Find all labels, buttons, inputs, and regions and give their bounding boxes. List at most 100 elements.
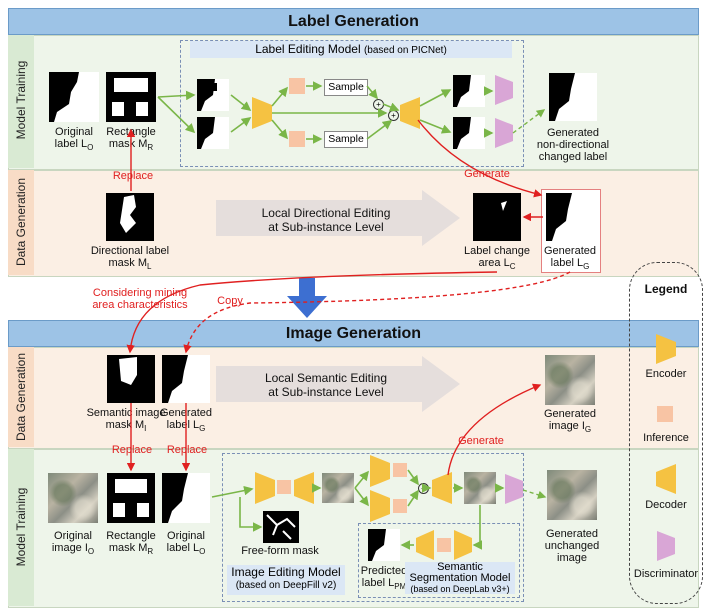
top-model-training-side <box>8 35 34 168</box>
legend-inference-label: Inference <box>643 432 689 444</box>
rectangle-mask-line2-text: mask M <box>108 138 148 150</box>
rect-mask-bottom-line1: Rectangle <box>106 530 156 542</box>
label-change-line2-text: area L <box>478 257 510 269</box>
image-encoder-icon <box>255 472 275 504</box>
original-label-line2-text: label L <box>54 138 88 150</box>
legend-discriminator-icon <box>657 531 675 561</box>
image-editing-line2: (based on DeepFill v2) <box>235 580 337 591</box>
original-label-bottom-caption: Original label LO <box>156 530 216 556</box>
predicted-line2-sub: PM <box>394 582 407 592</box>
sample-box-top: Sample <box>324 79 368 96</box>
semantic-mask-line1: Semantic image <box>86 407 166 419</box>
original-image-caption: Original image IO <box>43 530 103 556</box>
generated-label-image-bottom <box>162 355 210 403</box>
original-label-image <box>49 72 99 122</box>
generated-label-top-line1: Generated <box>544 245 596 257</box>
rect-mask-bottom-line2: mask MR <box>100 542 162 556</box>
image-editing-model-box <box>222 453 524 602</box>
blue-down-arrow <box>287 278 327 318</box>
masked-label-bottom <box>197 117 229 149</box>
semantic-image-mask-caption: Semantic image mask MI <box>76 407 176 433</box>
generated-image-line2-sub: G <box>584 425 592 435</box>
label-change-line2: area LC <box>457 257 537 271</box>
predicted-line2: label LPM <box>357 577 411 591</box>
image-inference-top <box>393 463 407 477</box>
local-semantic-arrow <box>216 356 460 412</box>
original-label-bottom <box>162 473 210 523</box>
generated-unchanged-caption: Generated unchanged image <box>535 528 609 564</box>
generated-unchanged-line2: unchanged <box>544 540 600 552</box>
label-change-area-caption: Label change area LC <box>457 245 537 271</box>
local-semantic-line1: Local Semantic Editing <box>264 371 388 385</box>
label-inference-icon-1 <box>289 78 305 94</box>
semantic-mask-line2: mask MI <box>76 419 176 433</box>
original-label-line2-sub: O <box>87 143 94 153</box>
generate-label-bottom: Generate <box>458 435 504 447</box>
refined-output-image <box>464 472 496 504</box>
semantic-mask-line2-sub: I <box>144 424 147 434</box>
directional-label-mask-image <box>106 193 154 241</box>
original-label-caption: Original label LO <box>44 126 104 152</box>
image-generation-banner: Image Generation <box>8 320 699 347</box>
original-label-shape <box>54 72 99 122</box>
image-encoder-top <box>370 455 390 487</box>
rect-mask-bottom-line2-text: mask M <box>108 542 148 554</box>
replace-label-bottom-2: Replace <box>166 444 208 456</box>
seg-decoder-icon <box>454 530 472 560</box>
original-image-line2: image IO <box>43 542 103 556</box>
label-encoder-icon <box>252 97 272 129</box>
considering-line1: Considering mining <box>92 287 188 299</box>
masked-label-top <box>197 79 229 111</box>
copy-label: Copy <box>217 295 243 307</box>
label-generation-banner: Label Generation <box>8 8 699 35</box>
seg-line1: Semantic <box>437 561 483 573</box>
original-image-io <box>48 473 98 523</box>
original-label-line2: label LO <box>44 138 104 152</box>
semantic-image-mask <box>107 355 155 403</box>
seg-inference-icon <box>437 538 451 552</box>
generated-nondirectional-line1: Generated <box>547 127 599 139</box>
legend-decoder-label: Decoder <box>645 499 687 511</box>
generated-label-top-line2-sub: G <box>583 262 590 272</box>
original-image-line1: Original <box>54 530 92 542</box>
rectangle-mask-image <box>106 72 156 122</box>
label-editing-model-box <box>180 40 524 167</box>
directional-line2: mask ML <box>80 257 180 271</box>
considering-label: Considering mining area characteristics <box>80 287 200 311</box>
image-decoder-icon <box>294 472 314 504</box>
rectangle-mask-line2: mask MR <box>100 138 162 152</box>
replace-label-bottom-1: Replace <box>111 444 153 456</box>
image-decoder-right <box>432 472 452 504</box>
label-output-top <box>453 75 485 107</box>
legend-encoder-label: Encoder <box>645 368 687 380</box>
seg-encoder-icon <box>416 530 434 560</box>
replace-label-top: Replace <box>112 170 154 182</box>
predicted-label-caption: Predicted label LPM <box>357 565 411 591</box>
generated-unchanged-line1: Generated <box>546 528 598 540</box>
seg-line2: Segmentation Model <box>409 572 511 584</box>
generated-unchanged-line3: image <box>557 552 587 564</box>
local-directional-line1: Local Directional Editing <box>261 206 391 220</box>
legend-inference-icon <box>657 406 673 422</box>
directional-label-mask-caption: Directional label mask ML <box>80 245 180 271</box>
label-editing-model-note: (based on PICNet) <box>363 45 447 56</box>
orig-label-bottom-line2-text: label L <box>166 542 200 554</box>
orig-label-bottom-line2-sub: O <box>199 547 206 557</box>
free-form-mask-image <box>263 511 299 543</box>
coarse-output-image <box>322 473 354 503</box>
legend-discriminator-label: Discriminator <box>633 568 699 580</box>
original-label-line1: Original <box>55 126 93 138</box>
considering-line2: area characteristics <box>92 299 188 311</box>
rect-mask-bottom-line2-sub: R <box>147 547 154 557</box>
semantic-mask-line2-text: mask M <box>105 419 145 431</box>
bottom-model-training-side <box>8 449 34 606</box>
rectangle-mask-bottom <box>107 473 155 523</box>
legend-encoder-icon <box>656 334 676 364</box>
seg-model-label: Semantic Segmentation Model (based on De… <box>405 562 515 594</box>
image-discriminator <box>505 474 523 504</box>
predicted-line1: Predicted <box>360 565 408 577</box>
generated-nondirectional-image <box>549 73 597 121</box>
label-inference-icon-2 <box>289 131 305 147</box>
local-semantic-text: Local Semantic Editing at Sub-instance L… <box>236 371 416 400</box>
